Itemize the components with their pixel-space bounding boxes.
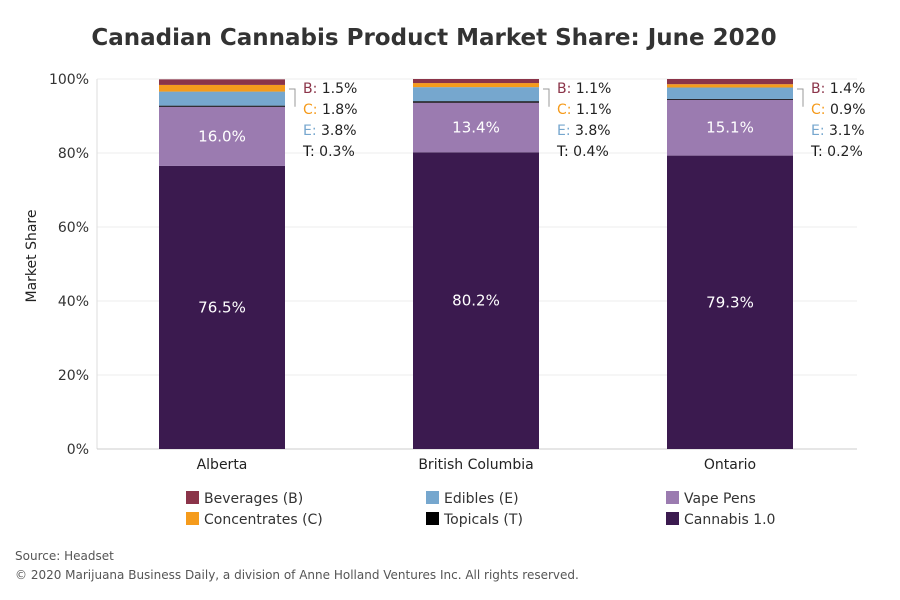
bar-segment	[159, 84, 285, 92]
x-tick-label: Ontario	[704, 457, 756, 473]
bars: 76.5% 16.0% 80.2% 13.4% 79.3% 15.1%	[159, 79, 793, 449]
bar-segment	[413, 101, 539, 103]
legend-item: Concentrates (C)	[186, 512, 323, 528]
x-tick-label: Alberta	[197, 457, 248, 473]
bar-segment	[667, 99, 793, 156]
legend: Beverages (B) Edibles (E) Vape Pens Concent…	[186, 491, 775, 528]
y-tick-label: 80%	[58, 146, 89, 162]
y-tick-label: 0%	[67, 442, 89, 458]
legend-swatch	[186, 491, 199, 504]
bar-segment	[413, 79, 539, 84]
bar-segment	[667, 155, 793, 449]
annotations: B: 1.5% C: 1.8% E: 3.8% T: 0.3% B: 1.1% C: 1.…	[289, 81, 866, 160]
legend-swatch	[186, 512, 199, 525]
bar-segment	[159, 105, 285, 107]
annotation-b: B: 1.1%	[557, 81, 611, 97]
annotation-t: T: 0.2%	[810, 144, 863, 160]
legend-item: Cannabis 1.0	[666, 512, 775, 528]
legend-label: Beverages (B)	[204, 491, 303, 507]
bar-value-label: 80.2%	[452, 292, 500, 310]
legend-item: Vape Pens	[666, 491, 756, 507]
legend-swatch	[666, 491, 679, 504]
legend-item: Edibles (E)	[426, 491, 519, 507]
y-tick-label: 60%	[58, 220, 89, 236]
bar-value-label: 16.0%	[198, 127, 246, 145]
bar-value-label: 15.1%	[706, 119, 754, 137]
bar-segment	[413, 102, 539, 153]
bar-value-label: 79.3%	[706, 293, 754, 311]
annotation-bracket	[543, 88, 550, 107]
annotation-b: B: 1.4%	[811, 81, 865, 97]
legend-label: Concentrates (C)	[204, 512, 323, 528]
y-tick-label: 20%	[58, 368, 89, 384]
annotation-bracket	[797, 88, 804, 107]
bar-segment	[667, 87, 793, 99]
source-note: Source: Headset	[15, 549, 114, 563]
bar-segment	[159, 106, 285, 166]
copyright-note: © 2020 Marijuana Business Daily, a divis…	[15, 568, 579, 582]
annotation-c: C: 1.8%	[303, 102, 358, 118]
annotation-t: T: 0.3%	[302, 144, 355, 160]
annotation-e: E: 3.8%	[303, 123, 357, 139]
bar-segment	[667, 98, 793, 100]
annotation-bracket	[289, 88, 296, 107]
bar-segment	[159, 165, 285, 449]
y-axis-label: Market Share	[24, 210, 40, 303]
legend-swatch	[426, 491, 439, 504]
annotation-e: E: 3.8%	[557, 123, 611, 139]
legend-swatch	[666, 512, 679, 525]
bar-value-label: 13.4%	[452, 118, 500, 136]
y-tick-label: 100%	[49, 72, 89, 88]
bar-segment	[413, 87, 539, 102]
x-axis: Alberta British Columbia Ontario	[197, 457, 756, 473]
annotation-b: B: 1.5%	[303, 81, 357, 97]
legend-item: Beverages (B)	[186, 491, 303, 507]
legend-item: Topicals (T)	[426, 512, 523, 528]
annotation-t: T: 0.4%	[556, 144, 609, 160]
bar-segment	[413, 152, 539, 449]
legend-label: Edibles (E)	[444, 491, 519, 507]
legend-swatch	[426, 512, 439, 525]
bar-segment	[667, 84, 793, 88]
bar-segment	[667, 79, 793, 85]
bar-value-label: 76.5%	[198, 298, 246, 316]
annotation-c: C: 0.9%	[811, 102, 866, 118]
y-tick-label: 40%	[58, 294, 89, 310]
annotation-c: C: 1.1%	[557, 102, 612, 118]
bar-segment	[413, 83, 539, 88]
legend-label: Topicals (T)	[443, 512, 523, 528]
legend-label: Cannabis 1.0	[684, 512, 775, 528]
annotation-e: E: 3.1%	[811, 123, 865, 139]
chart-title: Canadian Cannabis Product Market Share: …	[91, 25, 776, 51]
bar-segment	[159, 91, 285, 106]
legend-label: Vape Pens	[684, 491, 756, 507]
x-tick-label: British Columbia	[418, 457, 533, 473]
bar-segment	[159, 79, 285, 85]
